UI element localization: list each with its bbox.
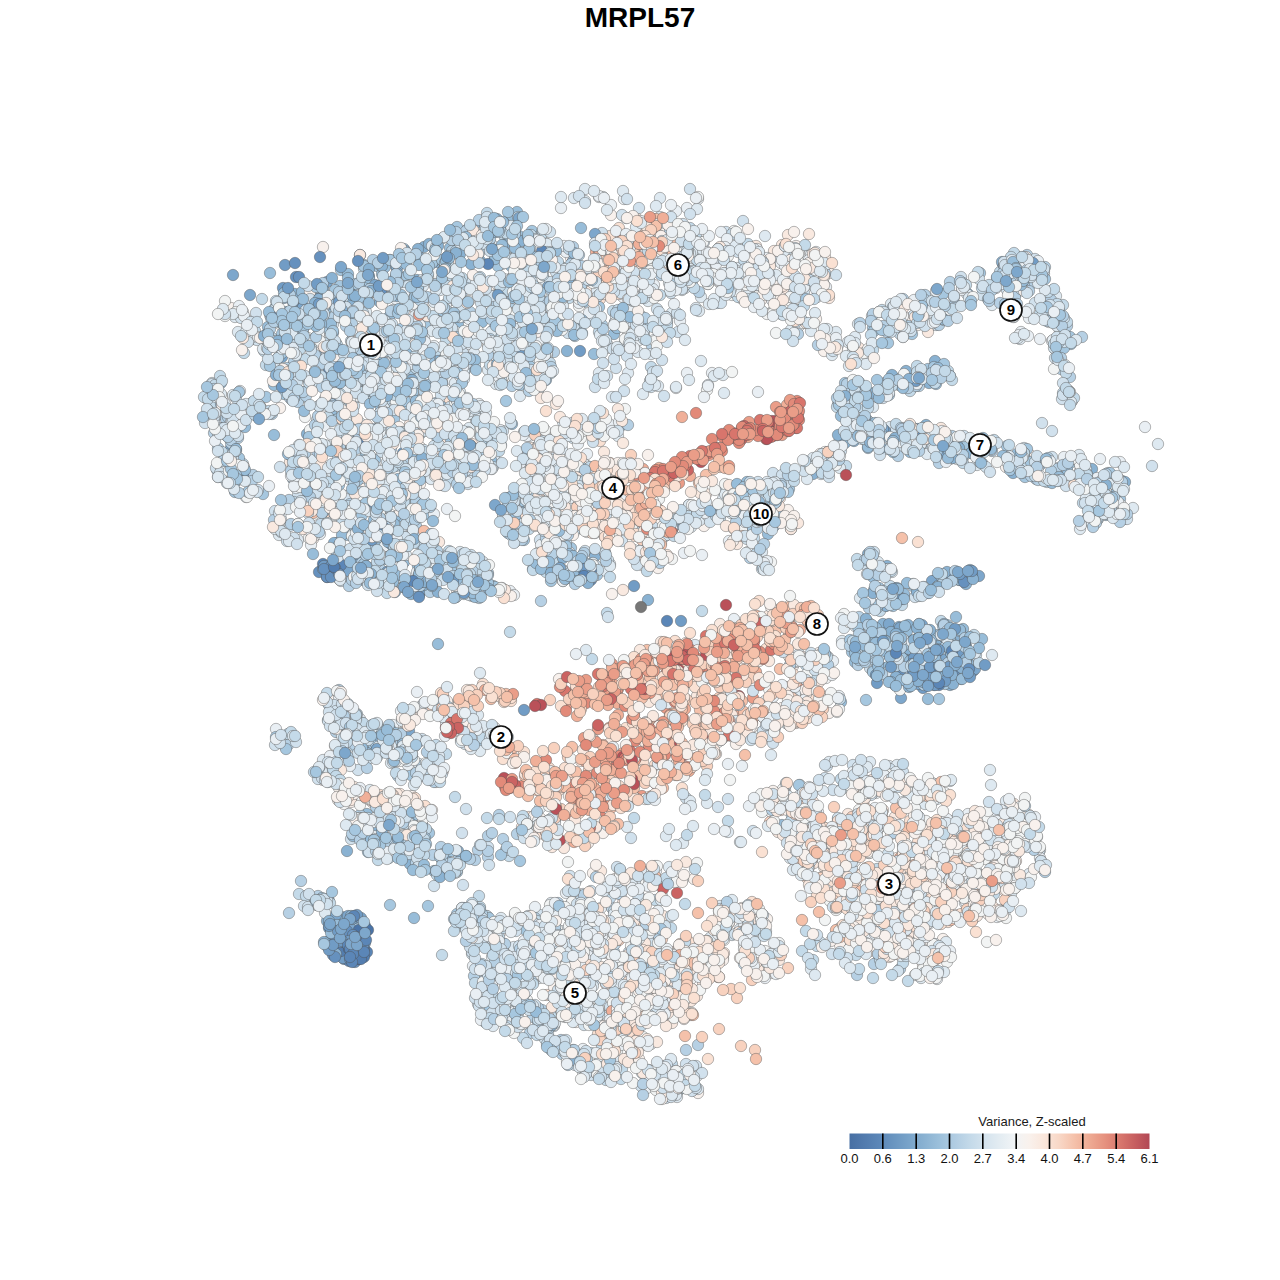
svg-text:6.1: 6.1: [1140, 1151, 1158, 1166]
svg-text:4: 4: [609, 479, 618, 496]
svg-text:2: 2: [497, 728, 505, 745]
svg-text:5.4: 5.4: [1107, 1151, 1125, 1166]
svg-text:1.3: 1.3: [907, 1151, 925, 1166]
svg-text:6: 6: [674, 256, 682, 273]
svg-text:Variance, Z-scaled: Variance, Z-scaled: [978, 1114, 1085, 1129]
svg-text:2.7: 2.7: [974, 1151, 992, 1166]
svg-text:0.6: 0.6: [874, 1151, 892, 1166]
svg-text:3.4: 3.4: [1007, 1151, 1025, 1166]
svg-text:9: 9: [1007, 301, 1015, 318]
svg-text:4.7: 4.7: [1074, 1151, 1092, 1166]
svg-text:8: 8: [813, 615, 821, 632]
svg-text:2.0: 2.0: [940, 1151, 958, 1166]
svg-text:4.0: 4.0: [1040, 1151, 1058, 1166]
svg-text:5: 5: [571, 984, 579, 1001]
svg-text:10: 10: [753, 505, 770, 522]
svg-text:1: 1: [367, 336, 375, 353]
svg-text:7: 7: [976, 436, 984, 453]
svg-text:0.0: 0.0: [840, 1151, 858, 1166]
svg-text:3: 3: [885, 875, 893, 892]
